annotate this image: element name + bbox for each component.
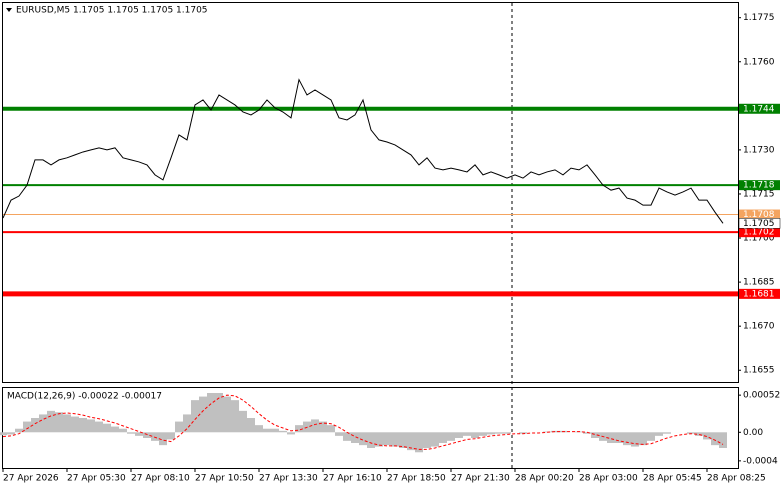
histogram-bar — [711, 432, 719, 445]
histogram-bar — [239, 411, 247, 432]
y-tick-label: -0.0004 — [743, 456, 778, 466]
x-tick-label: 27 Apr 21:30 — [451, 474, 510, 484]
histogram-bar — [479, 432, 487, 436]
x-tick-label: 27 Apr 13:30 — [259, 474, 318, 484]
histogram-bar — [431, 432, 439, 446]
chart-title: EURUSD,M5 1.1705 1.1705 1.1705 1.1705 — [16, 6, 208, 16]
histogram-bar — [215, 393, 223, 432]
last-price-label: 1.1705 — [743, 219, 775, 229]
macd-title: MACD(12,26,9) -0.00022 -0.00017 — [7, 392, 162, 402]
histogram-bar — [487, 432, 495, 434]
histogram-bar — [111, 427, 119, 433]
histogram-bar — [231, 400, 239, 432]
histogram-bar — [175, 422, 183, 433]
histogram-bar — [383, 432, 391, 445]
x-tick-label: 27 Apr 18:50 — [387, 474, 446, 484]
level-label: 1.1702 — [743, 228, 775, 238]
x-tick-label: 28 Apr 00:20 — [515, 474, 574, 484]
level-label: 1.1718 — [743, 181, 775, 191]
histogram-bar — [463, 432, 471, 436]
histogram-bar — [503, 432, 511, 433]
y-tick-label: 1.1760 — [743, 57, 775, 67]
histogram-bar — [287, 432, 295, 434]
y-tick-label: 0.00052 — [743, 391, 780, 401]
histogram-bar — [343, 432, 351, 441]
histogram-bar — [191, 400, 199, 432]
histogram-bar — [255, 425, 263, 432]
histogram-bar — [7, 432, 15, 434]
histogram-bar — [623, 432, 631, 445]
histogram-bar — [271, 429, 279, 433]
histogram-bar — [207, 393, 215, 432]
histogram-bar — [63, 414, 71, 432]
histogram-bar — [0, 432, 7, 435]
histogram-bar — [455, 432, 463, 438]
y-tick-label: 1.1775 — [743, 13, 775, 23]
x-tick-label: 27 Apr 08:10 — [131, 474, 190, 484]
histogram-bar — [151, 432, 159, 441]
x-tick-label: 27 Apr 2026 — [3, 474, 59, 484]
histogram-bar — [495, 432, 503, 433]
x-tick-label: 27 Apr 16:10 — [323, 474, 382, 484]
histogram-bar — [167, 432, 175, 439]
histogram-bar — [407, 432, 415, 450]
y-tick-label: 1.1670 — [743, 322, 775, 332]
histogram-bar — [663, 432, 671, 433]
level-label: 1.1681 — [743, 289, 775, 299]
level-label: 1.1744 — [743, 104, 775, 114]
histogram-bar — [655, 432, 663, 436]
histogram-bar — [279, 431, 287, 432]
y-tick-label: 1.1715 — [743, 189, 775, 199]
histogram-bar — [183, 414, 191, 432]
histogram-bar — [447, 432, 455, 441]
histogram-bar — [647, 432, 655, 441]
histogram-bar — [263, 429, 271, 433]
y-tick-label: 1.1730 — [743, 145, 775, 155]
y-tick-label: 1.1685 — [743, 278, 775, 288]
histogram-bar — [55, 412, 63, 432]
x-tick-label: 28 Apr 03:00 — [579, 474, 638, 484]
histogram-bar — [719, 432, 727, 448]
histogram-bar — [399, 432, 407, 448]
histogram-bar — [87, 419, 95, 432]
histogram-bar — [79, 418, 87, 432]
x-tick-label: 28 Apr 08:25 — [707, 474, 766, 484]
histogram-bar — [95, 422, 103, 433]
histogram-bar — [103, 424, 111, 433]
histogram-bar — [335, 432, 343, 436]
histogram-bar — [15, 429, 23, 433]
histogram-bar — [391, 432, 399, 446]
y-tick-label: 0.00 — [743, 428, 763, 438]
x-tick-label: 28 Apr 05:45 — [643, 474, 702, 484]
histogram-bar — [119, 429, 127, 433]
histogram-bar — [127, 432, 135, 433]
histogram-bar — [47, 411, 55, 432]
histogram-bar — [223, 397, 231, 433]
y-tick-label: 1.1655 — [743, 366, 775, 376]
histogram-bar — [367, 432, 375, 448]
histogram-bar — [39, 414, 47, 432]
histogram-bar — [639, 432, 647, 445]
histogram-bar — [247, 418, 255, 432]
histogram-bar — [471, 432, 479, 438]
histogram-bar — [71, 417, 79, 433]
x-tick-label: 27 Apr 10:50 — [195, 474, 254, 484]
histogram-bar — [423, 432, 431, 448]
histogram-bar — [439, 432, 447, 443]
histogram-bar — [327, 425, 335, 432]
x-tick-label: 27 Apr 05:30 — [67, 474, 126, 484]
